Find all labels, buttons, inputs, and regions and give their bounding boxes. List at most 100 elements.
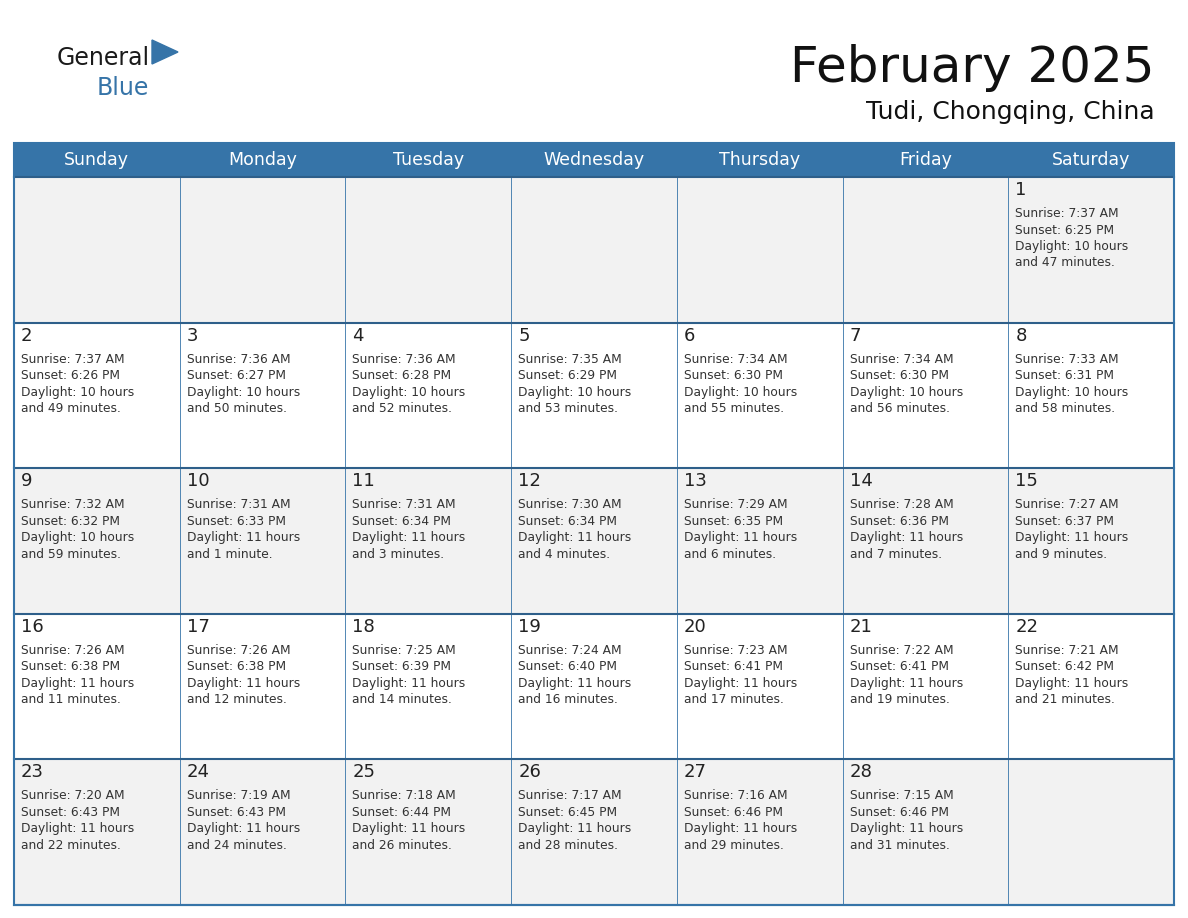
Text: 3: 3: [187, 327, 198, 344]
Text: Sunset: 6:39 PM: Sunset: 6:39 PM: [353, 660, 451, 673]
Text: Sunrise: 7:31 AM: Sunrise: 7:31 AM: [353, 498, 456, 511]
Text: 12: 12: [518, 472, 541, 490]
Text: and 4 minutes.: and 4 minutes.: [518, 548, 611, 561]
Text: Sunset: 6:38 PM: Sunset: 6:38 PM: [21, 660, 120, 673]
Text: 18: 18: [353, 618, 375, 636]
Text: Daylight: 11 hours: Daylight: 11 hours: [187, 823, 299, 835]
Text: Sunset: 6:46 PM: Sunset: 6:46 PM: [849, 806, 948, 819]
Text: Daylight: 11 hours: Daylight: 11 hours: [849, 532, 962, 544]
Text: Sunset: 6:42 PM: Sunset: 6:42 PM: [1016, 660, 1114, 673]
Text: Saturday: Saturday: [1051, 151, 1130, 169]
Text: Daylight: 11 hours: Daylight: 11 hours: [353, 677, 466, 689]
Text: Daylight: 11 hours: Daylight: 11 hours: [518, 823, 631, 835]
Text: Daylight: 10 hours: Daylight: 10 hours: [21, 532, 134, 544]
Text: 23: 23: [21, 764, 44, 781]
Text: Daylight: 11 hours: Daylight: 11 hours: [1016, 532, 1129, 544]
Text: Sunrise: 7:27 AM: Sunrise: 7:27 AM: [1016, 498, 1119, 511]
Text: 6: 6: [684, 327, 695, 344]
Text: and 21 minutes.: and 21 minutes.: [1016, 693, 1116, 706]
Text: Daylight: 10 hours: Daylight: 10 hours: [1016, 240, 1129, 253]
Bar: [14, 468, 1174, 614]
Text: Sunrise: 7:35 AM: Sunrise: 7:35 AM: [518, 353, 621, 365]
Text: Sunrise: 7:36 AM: Sunrise: 7:36 AM: [187, 353, 290, 365]
Text: Sunrise: 7:26 AM: Sunrise: 7:26 AM: [21, 644, 125, 656]
Text: Sunset: 6:33 PM: Sunset: 6:33 PM: [187, 515, 286, 528]
Text: and 6 minutes.: and 6 minutes.: [684, 548, 776, 561]
Text: 1: 1: [1016, 181, 1026, 199]
Text: Daylight: 11 hours: Daylight: 11 hours: [849, 677, 962, 689]
Text: and 14 minutes.: and 14 minutes.: [353, 693, 453, 706]
Text: Sunset: 6:34 PM: Sunset: 6:34 PM: [353, 515, 451, 528]
Text: Sunset: 6:34 PM: Sunset: 6:34 PM: [518, 515, 617, 528]
Text: 7: 7: [849, 327, 861, 344]
Text: Sunrise: 7:17 AM: Sunrise: 7:17 AM: [518, 789, 621, 802]
Text: Sunset: 6:30 PM: Sunset: 6:30 PM: [849, 369, 948, 382]
Text: and 28 minutes.: and 28 minutes.: [518, 839, 618, 852]
Text: Sunset: 6:35 PM: Sunset: 6:35 PM: [684, 515, 783, 528]
Text: Daylight: 11 hours: Daylight: 11 hours: [21, 677, 134, 689]
Text: Sunset: 6:43 PM: Sunset: 6:43 PM: [21, 806, 120, 819]
Text: 20: 20: [684, 618, 707, 636]
Text: 16: 16: [21, 618, 44, 636]
Text: Sunrise: 7:19 AM: Sunrise: 7:19 AM: [187, 789, 290, 802]
Text: 26: 26: [518, 764, 541, 781]
Text: and 53 minutes.: and 53 minutes.: [518, 402, 618, 415]
Text: Sunset: 6:45 PM: Sunset: 6:45 PM: [518, 806, 618, 819]
Text: and 3 minutes.: and 3 minutes.: [353, 548, 444, 561]
Text: Friday: Friday: [899, 151, 952, 169]
Polygon shape: [152, 40, 178, 64]
Text: and 22 minutes.: and 22 minutes.: [21, 839, 121, 852]
Text: Sunrise: 7:16 AM: Sunrise: 7:16 AM: [684, 789, 788, 802]
Text: and 11 minutes.: and 11 minutes.: [21, 693, 121, 706]
Text: Sunset: 6:29 PM: Sunset: 6:29 PM: [518, 369, 617, 382]
Text: 24: 24: [187, 764, 210, 781]
Text: and 50 minutes.: and 50 minutes.: [187, 402, 286, 415]
Text: Sunrise: 7:18 AM: Sunrise: 7:18 AM: [353, 789, 456, 802]
Text: Sunset: 6:41 PM: Sunset: 6:41 PM: [849, 660, 948, 673]
Text: Daylight: 11 hours: Daylight: 11 hours: [684, 532, 797, 544]
Text: Sunset: 6:37 PM: Sunset: 6:37 PM: [1016, 515, 1114, 528]
Text: Sunrise: 7:36 AM: Sunrise: 7:36 AM: [353, 353, 456, 365]
Text: Daylight: 10 hours: Daylight: 10 hours: [518, 386, 631, 398]
Text: Sunrise: 7:29 AM: Sunrise: 7:29 AM: [684, 498, 788, 511]
Text: Daylight: 10 hours: Daylight: 10 hours: [187, 386, 299, 398]
Text: Daylight: 10 hours: Daylight: 10 hours: [849, 386, 962, 398]
Text: 13: 13: [684, 472, 707, 490]
Text: Daylight: 11 hours: Daylight: 11 hours: [518, 532, 631, 544]
Text: Daylight: 11 hours: Daylight: 11 hours: [21, 823, 134, 835]
Text: Daylight: 11 hours: Daylight: 11 hours: [353, 823, 466, 835]
Text: and 31 minutes.: and 31 minutes.: [849, 839, 949, 852]
Text: and 16 minutes.: and 16 minutes.: [518, 693, 618, 706]
Text: and 26 minutes.: and 26 minutes.: [353, 839, 453, 852]
Text: Sunrise: 7:32 AM: Sunrise: 7:32 AM: [21, 498, 125, 511]
Text: Daylight: 11 hours: Daylight: 11 hours: [353, 532, 466, 544]
Text: Daylight: 11 hours: Daylight: 11 hours: [187, 532, 299, 544]
Text: and 49 minutes.: and 49 minutes.: [21, 402, 121, 415]
Text: 8: 8: [1016, 327, 1026, 344]
Text: February 2025: February 2025: [790, 44, 1155, 92]
Text: Sunset: 6:46 PM: Sunset: 6:46 PM: [684, 806, 783, 819]
Text: Sunset: 6:36 PM: Sunset: 6:36 PM: [849, 515, 948, 528]
Text: and 55 minutes.: and 55 minutes.: [684, 402, 784, 415]
Text: 27: 27: [684, 764, 707, 781]
Text: and 12 minutes.: and 12 minutes.: [187, 693, 286, 706]
Text: Daylight: 10 hours: Daylight: 10 hours: [21, 386, 134, 398]
Text: 19: 19: [518, 618, 541, 636]
Text: General: General: [57, 46, 150, 70]
Text: Daylight: 10 hours: Daylight: 10 hours: [353, 386, 466, 398]
Text: Sunday: Sunday: [64, 151, 129, 169]
Text: Daylight: 10 hours: Daylight: 10 hours: [1016, 386, 1129, 398]
Text: Daylight: 11 hours: Daylight: 11 hours: [684, 823, 797, 835]
Text: and 56 minutes.: and 56 minutes.: [849, 402, 949, 415]
Text: Sunrise: 7:28 AM: Sunrise: 7:28 AM: [849, 498, 953, 511]
Text: Daylight: 11 hours: Daylight: 11 hours: [518, 677, 631, 689]
Text: Sunrise: 7:34 AM: Sunrise: 7:34 AM: [849, 353, 953, 365]
Text: Sunrise: 7:23 AM: Sunrise: 7:23 AM: [684, 644, 788, 656]
Bar: [14, 143, 1174, 177]
Text: Sunrise: 7:20 AM: Sunrise: 7:20 AM: [21, 789, 125, 802]
Text: Sunrise: 7:26 AM: Sunrise: 7:26 AM: [187, 644, 290, 656]
Bar: [14, 177, 1174, 322]
Text: Daylight: 10 hours: Daylight: 10 hours: [684, 386, 797, 398]
Text: and 19 minutes.: and 19 minutes.: [849, 693, 949, 706]
Text: 2: 2: [21, 327, 32, 344]
